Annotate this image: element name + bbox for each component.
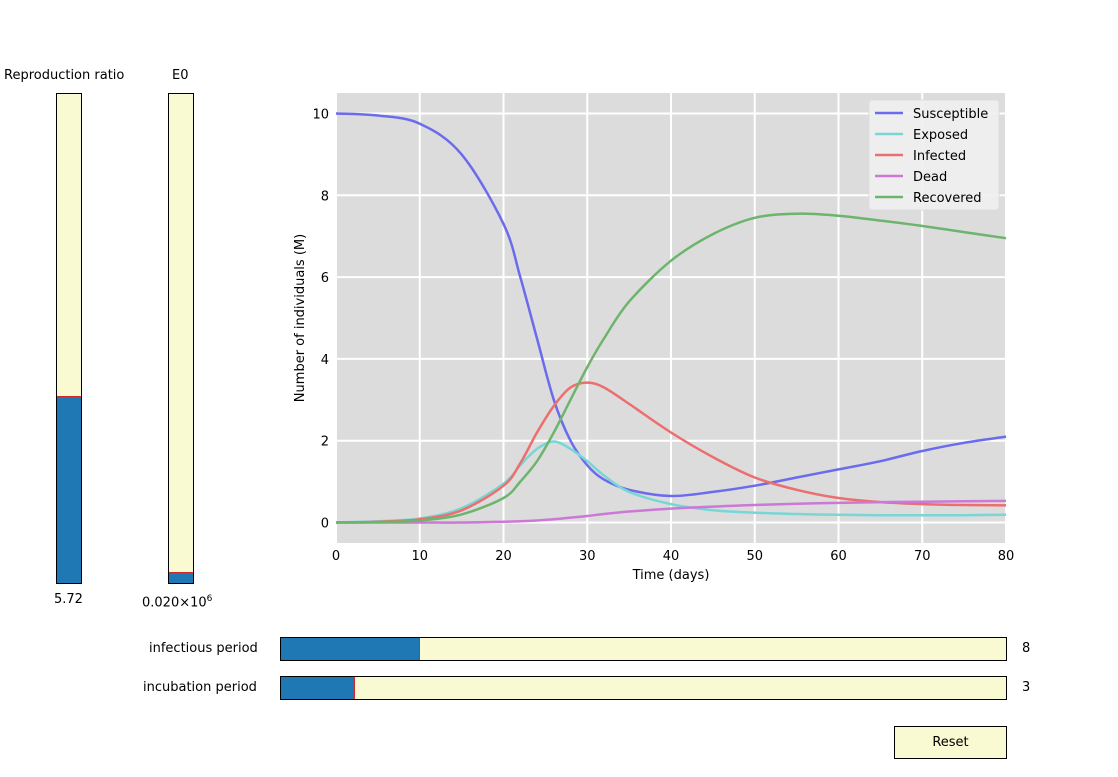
infectious-slider-fill	[281, 638, 420, 660]
x-tick-label: 40	[663, 549, 680, 564]
r0-slider-value: 5.72	[54, 592, 83, 607]
series-line-exposed	[335, 440, 1007, 524]
x-axis-label: Time (days)	[632, 568, 710, 583]
incubation-period-slider[interactable]	[280, 676, 1007, 700]
seir-line-chart: 0 10 20 30 40 50 60 70 80 0 2 4 6 8 10 Time (days) Num…	[293, 93, 1014, 583]
e0-slider-label: E0	[172, 68, 189, 83]
reset-button[interactable]: Reset	[894, 726, 1007, 759]
y-axis-label: Number of individuals (M)	[293, 234, 308, 402]
incubation-slider-fill	[281, 677, 355, 699]
x-tick-label: 60	[830, 549, 847, 564]
r0-slider[interactable]	[56, 93, 82, 584]
y-tick-label: 6	[321, 271, 329, 286]
y-tick-label: 8	[321, 189, 329, 204]
series-line-recovered	[335, 212, 1007, 524]
legend-entry-recovered: Recovered	[913, 191, 982, 206]
series-lines	[335, 112, 1007, 524]
x-tick-label: 80	[998, 549, 1015, 564]
series-line-susceptible	[335, 112, 1007, 498]
e0-slider-value: 0.020×106	[142, 594, 212, 610]
x-tick-label: 0	[332, 549, 340, 564]
axis-ticks: 0 10 20 30 40 50 60 70 80 0 2 4 6 8 10	[312, 107, 1014, 564]
r0-slider-fill	[57, 396, 81, 583]
y-tick-label: 2	[321, 435, 329, 450]
legend: Susceptible Exposed Infected Dead Recovered	[868, 99, 1000, 211]
legend-entry-infected: Infected	[913, 149, 966, 164]
incubation-slider-label: incubation period	[143, 680, 257, 695]
series-line-dead	[336, 499, 1007, 524]
r0-slider-label: Reproduction ratio	[4, 68, 125, 83]
e0-value-exponent: 6	[206, 594, 213, 604]
e0-value-mantissa: 0.020×10	[142, 595, 207, 611]
y-tick-label: 0	[321, 517, 329, 532]
e0-slider[interactable]	[168, 93, 194, 584]
legend-entry-dead: Dead	[913, 170, 947, 185]
x-tick-label: 30	[579, 549, 596, 564]
x-tick-label: 50	[746, 549, 763, 564]
x-tick-label: 10	[411, 549, 428, 564]
x-tick-label: 20	[495, 549, 512, 564]
y-tick-label: 4	[321, 353, 329, 368]
infectious-slider-label: infectious period	[149, 641, 258, 656]
e0-slider-fill	[169, 572, 193, 583]
infectious-period-slider[interactable]	[280, 637, 1007, 661]
x-tick-label: 70	[914, 549, 931, 564]
incubation-slider-value: 3	[1022, 680, 1031, 695]
infectious-slider-value: 8	[1022, 641, 1031, 656]
y-tick-label: 10	[312, 107, 329, 122]
legend-entry-exposed: Exposed	[913, 128, 968, 143]
legend-box	[868, 99, 1000, 211]
legend-entry-susceptible: Susceptible	[913, 107, 988, 122]
